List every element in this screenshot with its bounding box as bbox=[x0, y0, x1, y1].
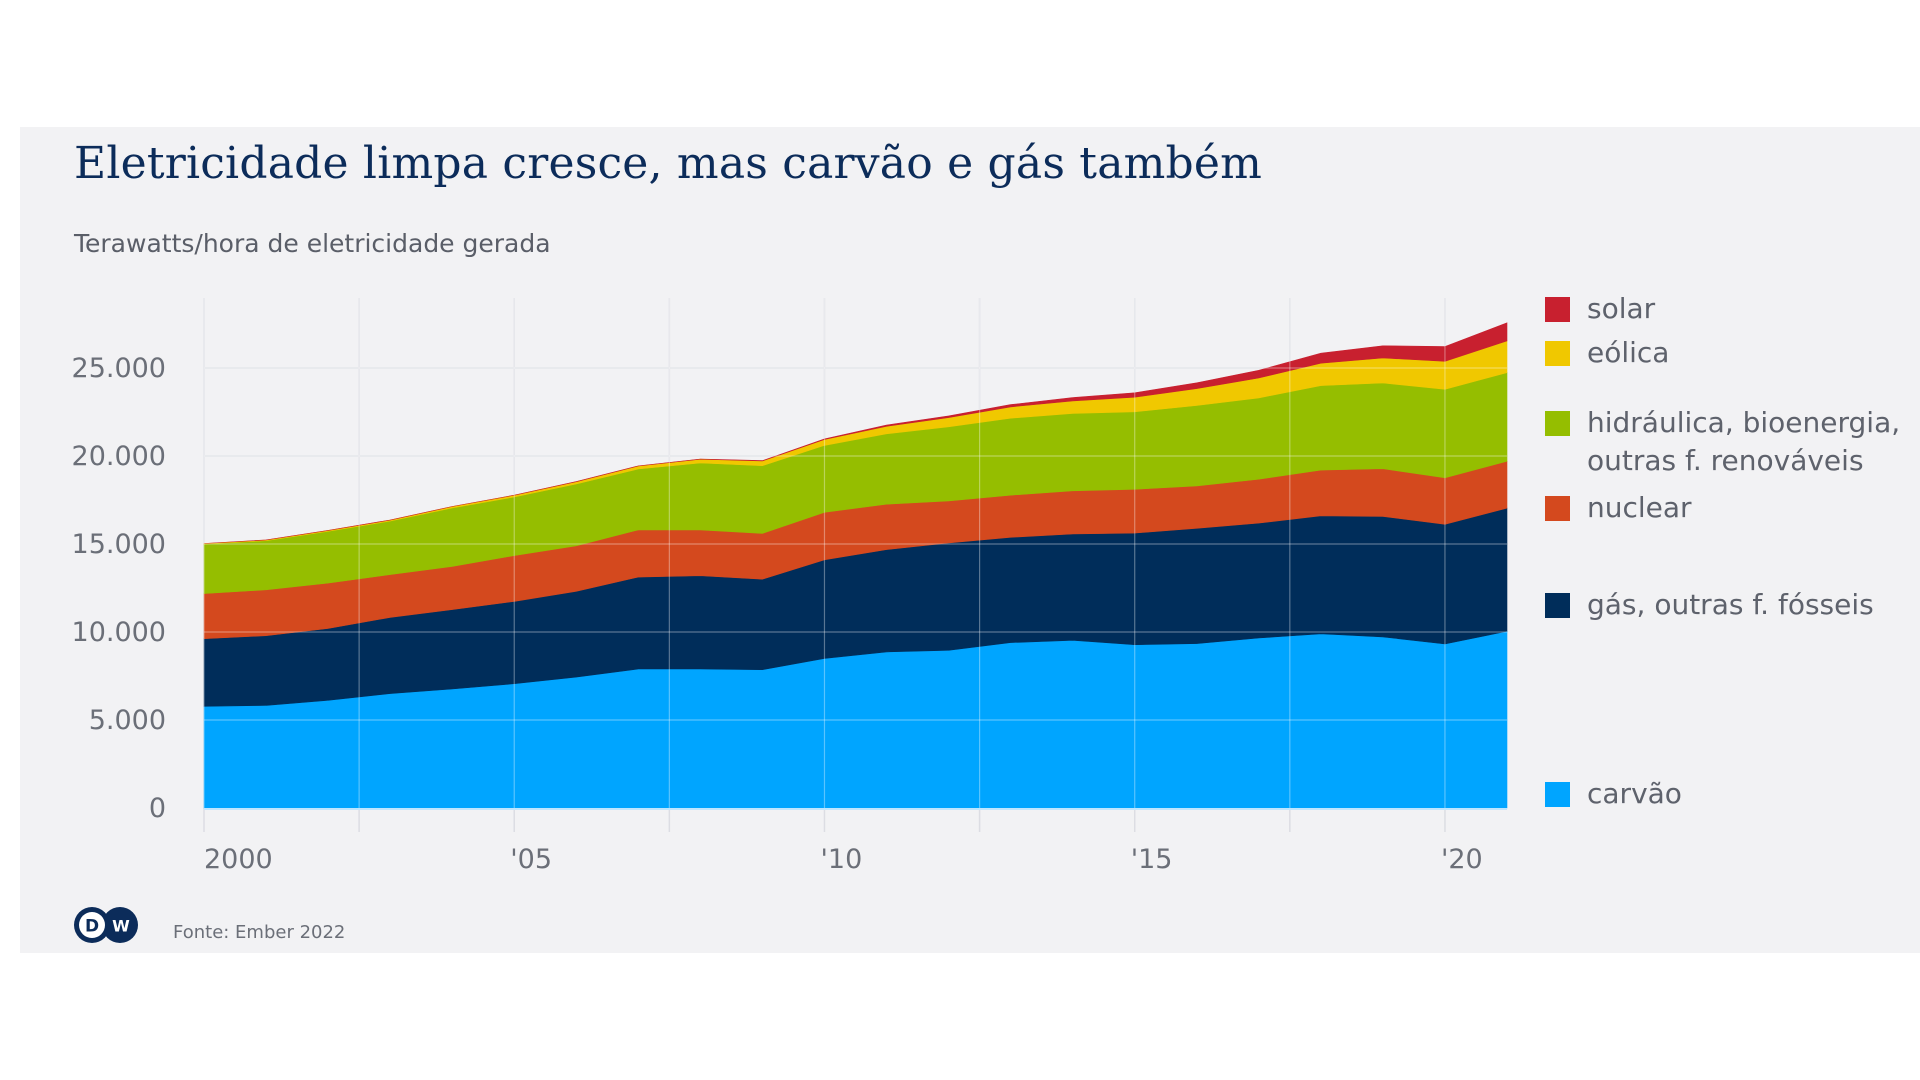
x-tick-label: '15 bbox=[1131, 844, 1173, 875]
legend-label-nuclear: nuclear bbox=[1587, 491, 1692, 524]
dw-logo-icon: D W bbox=[73, 906, 139, 948]
legend-item-solar: solar bbox=[1545, 290, 1917, 328]
legend-swatch-nuclear bbox=[1545, 496, 1570, 521]
legend-swatch-gas bbox=[1545, 593, 1570, 618]
y-tick-label: 15.000 bbox=[72, 529, 166, 560]
x-tick-label: '20 bbox=[1441, 844, 1483, 875]
logo-letter-d: D bbox=[85, 917, 99, 937]
y-tick-label: 20.000 bbox=[72, 441, 166, 472]
y-tick-label: 5.000 bbox=[89, 705, 166, 736]
legend-label-solar: solar bbox=[1587, 292, 1656, 325]
legend-label-gas: gás, outras f. fósseis bbox=[1587, 588, 1874, 621]
y-tick-label: 25.000 bbox=[72, 353, 166, 384]
chart-title: Eletricidade limpa cresce, mas carvão e … bbox=[74, 138, 1263, 189]
area-series-solar bbox=[203, 322, 1508, 544]
x-tick-label: 2000 bbox=[204, 844, 273, 875]
y-axis: 0 5.000 10.000 15.000 20.000 25.000 bbox=[72, 353, 166, 824]
legend-swatch-carvao bbox=[1545, 782, 1570, 807]
x-tick-label: '10 bbox=[820, 844, 862, 875]
legend-item-eolica: eólica bbox=[1545, 334, 1917, 372]
grid-overlay bbox=[203, 298, 1507, 808]
y-tick-label: 0 bbox=[149, 793, 166, 824]
x-tick-label: '05 bbox=[510, 844, 552, 875]
legend-label-hidraulica: hidráulica, bioenergia, outras f. renová… bbox=[1587, 406, 1901, 477]
legend-swatch-hidraulica bbox=[1545, 411, 1570, 436]
legend-item-hidraulica: hidráulica, bioenergia, outras f. renová… bbox=[1545, 404, 1917, 480]
source-note: Fonte: Ember 2022 bbox=[173, 922, 346, 943]
legend-label-carvao: carvão bbox=[1587, 777, 1682, 810]
x-axis: 2000 '05 '10 '15 '20 bbox=[204, 844, 1483, 875]
legend-item-nuclear: nuclear bbox=[1545, 489, 1917, 527]
y-tick-label: 10.000 bbox=[72, 617, 166, 648]
legend-label-eolica: eólica bbox=[1587, 336, 1670, 369]
legend-swatch-solar bbox=[1545, 297, 1570, 322]
logo-letter-w: W bbox=[112, 917, 130, 936]
legend-item-gas: gás, outras f. fósseis bbox=[1545, 586, 1917, 624]
legend-swatch-eolica bbox=[1545, 341, 1570, 366]
legend-item-carvao: carvão bbox=[1545, 775, 1917, 813]
chart-subtitle: Terawatts/hora de eletricidade gerada bbox=[74, 229, 551, 258]
areas bbox=[203, 322, 1508, 810]
